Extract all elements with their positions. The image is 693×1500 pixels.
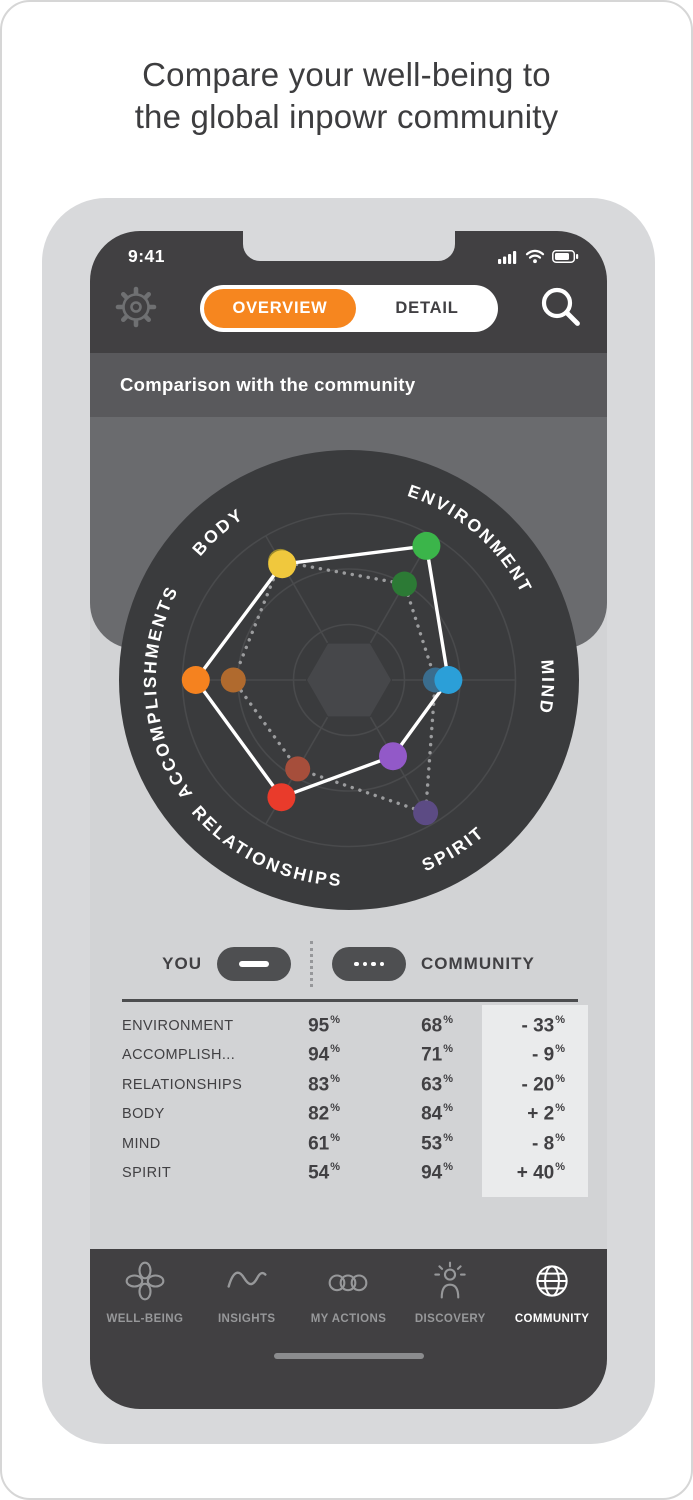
battery-icon bbox=[552, 250, 579, 268]
page-title: Compare your well-being to the global in… bbox=[2, 54, 691, 138]
nav-label-wellbeing: WELL-BEING bbox=[106, 1313, 184, 1325]
wave-icon bbox=[225, 1259, 269, 1308]
community-value: 68% bbox=[421, 1013, 453, 1036]
toolbar: OVERVIEW DETAIL bbox=[90, 283, 607, 335]
diff-value: - 9% bbox=[532, 1043, 565, 1066]
chart-legend: YOU COMMUNITY bbox=[90, 941, 607, 987]
legend-divider bbox=[310, 941, 313, 987]
section-title: Comparison with the community bbox=[120, 374, 416, 395]
row-label: ACCOMPLISH... bbox=[122, 1047, 236, 1064]
you-dot-body bbox=[268, 550, 297, 579]
community-dot-environment bbox=[391, 571, 417, 597]
discovery-icon bbox=[428, 1259, 472, 1308]
table-row: BODY 82% 84% + 2% bbox=[122, 1100, 578, 1130]
nav-label-insights: INSIGHTS bbox=[217, 1313, 276, 1325]
table-row: MIND 61% 53% - 8% bbox=[122, 1129, 578, 1159]
you-value: 82% bbox=[308, 1102, 340, 1125]
you-line-pill bbox=[217, 947, 291, 981]
you-dot-mind bbox=[434, 666, 463, 694]
diff-panel bbox=[482, 1005, 588, 1197]
you-value: 94% bbox=[308, 1043, 340, 1066]
nav-item-community[interactable]: COMMUNITY bbox=[501, 1259, 603, 1361]
status-time: 9:41 bbox=[128, 246, 166, 266]
community-dot-relationships bbox=[285, 756, 311, 782]
axis-label-mind: MIND bbox=[535, 659, 558, 717]
nav-label-discovery: DISCOVERY bbox=[414, 1313, 486, 1325]
community-dots-pill bbox=[332, 947, 406, 981]
row-label: ENVIRONMENT bbox=[122, 1017, 234, 1034]
nav-item-discovery[interactable]: DISCOVERY bbox=[399, 1259, 501, 1361]
settings-button[interactable] bbox=[112, 283, 160, 334]
phone-screen: 9:41 bbox=[90, 231, 607, 1409]
radar-chart: BODYENVIRONMENTMINDSPIRITRELATIONSHIPSAC… bbox=[119, 450, 579, 910]
center-hexagon bbox=[307, 643, 391, 717]
comparison-table: ENVIRONMENT 95% 68% - 33% ACCOMPLISH... 94% 71… bbox=[122, 999, 578, 1188]
section-header: Comparison with the community bbox=[90, 353, 607, 417]
phone-notch bbox=[242, 231, 455, 261]
table-row: ENVIRONMENT 95% 68% - 33% bbox=[122, 1011, 578, 1041]
search-button[interactable] bbox=[537, 283, 585, 334]
community-value: 94% bbox=[421, 1161, 453, 1184]
community-value: 53% bbox=[421, 1131, 453, 1154]
you-dot-relationships bbox=[267, 783, 296, 812]
solid-line-swatch bbox=[239, 961, 269, 967]
community-value: 84% bbox=[421, 1102, 453, 1125]
comparison-table-rows: ENVIRONMENT 95% 68% - 33% ACCOMPLISH... 94% 71… bbox=[122, 1011, 578, 1188]
diff-value: + 2% bbox=[527, 1102, 565, 1125]
row-label: RELATIONSHIPS bbox=[122, 1076, 243, 1093]
you-value: 54% bbox=[308, 1161, 340, 1184]
community-value: 71% bbox=[421, 1043, 453, 1066]
bottom-nav: WELL-BEING INSIGHTS bbox=[90, 1249, 607, 1361]
tab-detail[interactable]: DETAIL bbox=[395, 299, 459, 317]
table-row: RELATIONSHIPS 83% 63% - 20% bbox=[122, 1070, 578, 1100]
flower-icon bbox=[123, 1259, 167, 1308]
you-value: 95% bbox=[308, 1013, 340, 1036]
diff-value: - 20% bbox=[521, 1072, 565, 1095]
you-label: YOU bbox=[162, 954, 202, 973]
community-dot-accomplishments bbox=[220, 667, 246, 693]
dotted-line-swatch bbox=[354, 961, 384, 967]
loops-icon bbox=[326, 1259, 370, 1308]
community-label: COMMUNITY bbox=[421, 954, 535, 973]
nav-label-my-actions: MY ACTIONS bbox=[310, 1313, 387, 1325]
page-title-line1: Compare your well-being to bbox=[142, 56, 551, 93]
diff-value: - 8% bbox=[532, 1131, 565, 1154]
gear-icon bbox=[112, 286, 160, 334]
cellular-signal-icon bbox=[498, 250, 518, 269]
you-value: 83% bbox=[308, 1072, 340, 1095]
you-dot-accomplishments bbox=[181, 666, 210, 694]
you-dot-environment bbox=[412, 531, 441, 560]
table-row: ACCOMPLISH... 94% 71% - 9% bbox=[122, 1041, 578, 1071]
you-dot-spirit bbox=[379, 742, 407, 771]
nav-item-insights[interactable]: INSIGHTS bbox=[196, 1259, 298, 1361]
status-icons bbox=[498, 249, 579, 269]
phone-bezel-card: 9:41 bbox=[42, 198, 655, 1444]
page-title-line2: the global inpowr community bbox=[134, 98, 559, 136]
row-label: MIND bbox=[122, 1135, 161, 1152]
diff-value: + 40% bbox=[516, 1161, 565, 1184]
row-label: BODY bbox=[122, 1106, 165, 1123]
wifi-icon bbox=[525, 249, 545, 269]
diff-value: - 33% bbox=[521, 1013, 565, 1036]
row-label: SPIRIT bbox=[122, 1165, 172, 1182]
community-dot-spirit bbox=[413, 800, 439, 826]
tab-overview[interactable]: OVERVIEW bbox=[204, 289, 356, 328]
globe-icon bbox=[530, 1259, 574, 1308]
community-value: 63% bbox=[421, 1072, 453, 1095]
table-row: SPIRIT 54% 94% + 40% bbox=[122, 1159, 578, 1189]
nav-item-my-actions[interactable]: MY ACTIONS bbox=[298, 1259, 400, 1361]
nav-label-community: COMMUNITY bbox=[514, 1313, 590, 1325]
home-indicator[interactable] bbox=[273, 1353, 424, 1359]
nav-item-wellbeing[interactable]: WELL-BEING bbox=[94, 1259, 196, 1361]
radar-dots bbox=[181, 531, 463, 826]
you-value: 61% bbox=[308, 1131, 340, 1154]
search-icon bbox=[537, 287, 585, 334]
view-segmented-control: OVERVIEW DETAIL bbox=[200, 285, 498, 332]
